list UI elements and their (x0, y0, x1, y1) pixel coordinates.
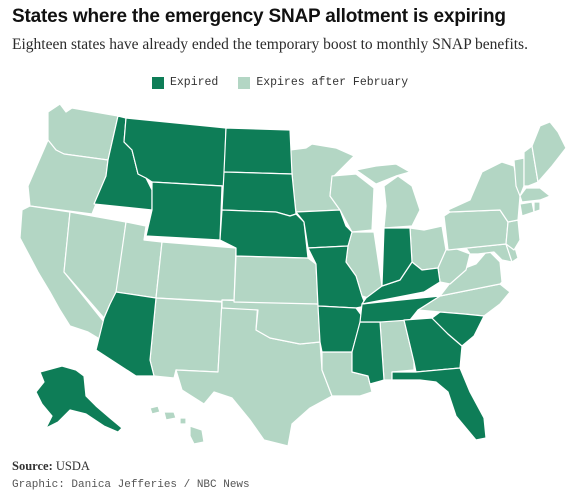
state-michigan-lower (383, 175, 421, 229)
state-massachusetts (519, 187, 551, 203)
source-label: Source: (12, 459, 53, 473)
state-rhode-island (533, 201, 541, 213)
legend-label-later: Expires after February (256, 76, 409, 89)
state-iowa (295, 209, 353, 249)
state-indiana (381, 227, 413, 287)
state-hawaii-4 (189, 425, 205, 445)
state-hawaii-1 (149, 405, 161, 415)
state-north-dakota (223, 127, 293, 175)
state-pennsylvania (443, 209, 509, 251)
legend-item-later: Expires after February (238, 76, 408, 89)
state-mississippi (351, 321, 385, 385)
state-wyoming (145, 181, 223, 241)
state-michigan-upper (355, 163, 411, 185)
state-maine (531, 121, 567, 183)
state-south-dakota (221, 171, 297, 217)
state-kansas (233, 255, 319, 305)
source-value: USDA (55, 459, 90, 473)
state-arizona (95, 291, 157, 377)
graphic-credit: Graphic: Danica Jefferies / NBC News (12, 479, 250, 491)
state-new-jersey (505, 219, 521, 251)
legend-swatch-later (238, 76, 251, 89)
us-map (19, 103, 567, 446)
state-wisconsin (329, 173, 375, 233)
legend-swatch-expired (152, 76, 164, 89)
state-new-hampshire (523, 145, 539, 187)
state-alaska (35, 365, 123, 433)
chart-title: States where the emergency SNAP allotmen… (12, 6, 506, 27)
state-new-mexico (149, 297, 223, 379)
state-florida (391, 367, 487, 441)
chart-subtitle: Eighteen states have already ended the t… (12, 36, 528, 53)
state-hawaii-2 (163, 411, 177, 421)
legend: Expired Expires after February (152, 76, 428, 89)
state-nebraska (219, 209, 309, 259)
state-west-virginia (437, 247, 471, 285)
source-note: Source: USDA (12, 459, 90, 474)
legend-item-expired: Expired (152, 76, 218, 89)
state-south-carolina (431, 311, 485, 347)
state-connecticut (519, 201, 535, 217)
state-vermont (513, 157, 525, 197)
legend-label-expired: Expired (170, 76, 219, 89)
state-hawaii-3 (179, 417, 187, 425)
state-colorado (155, 241, 237, 303)
